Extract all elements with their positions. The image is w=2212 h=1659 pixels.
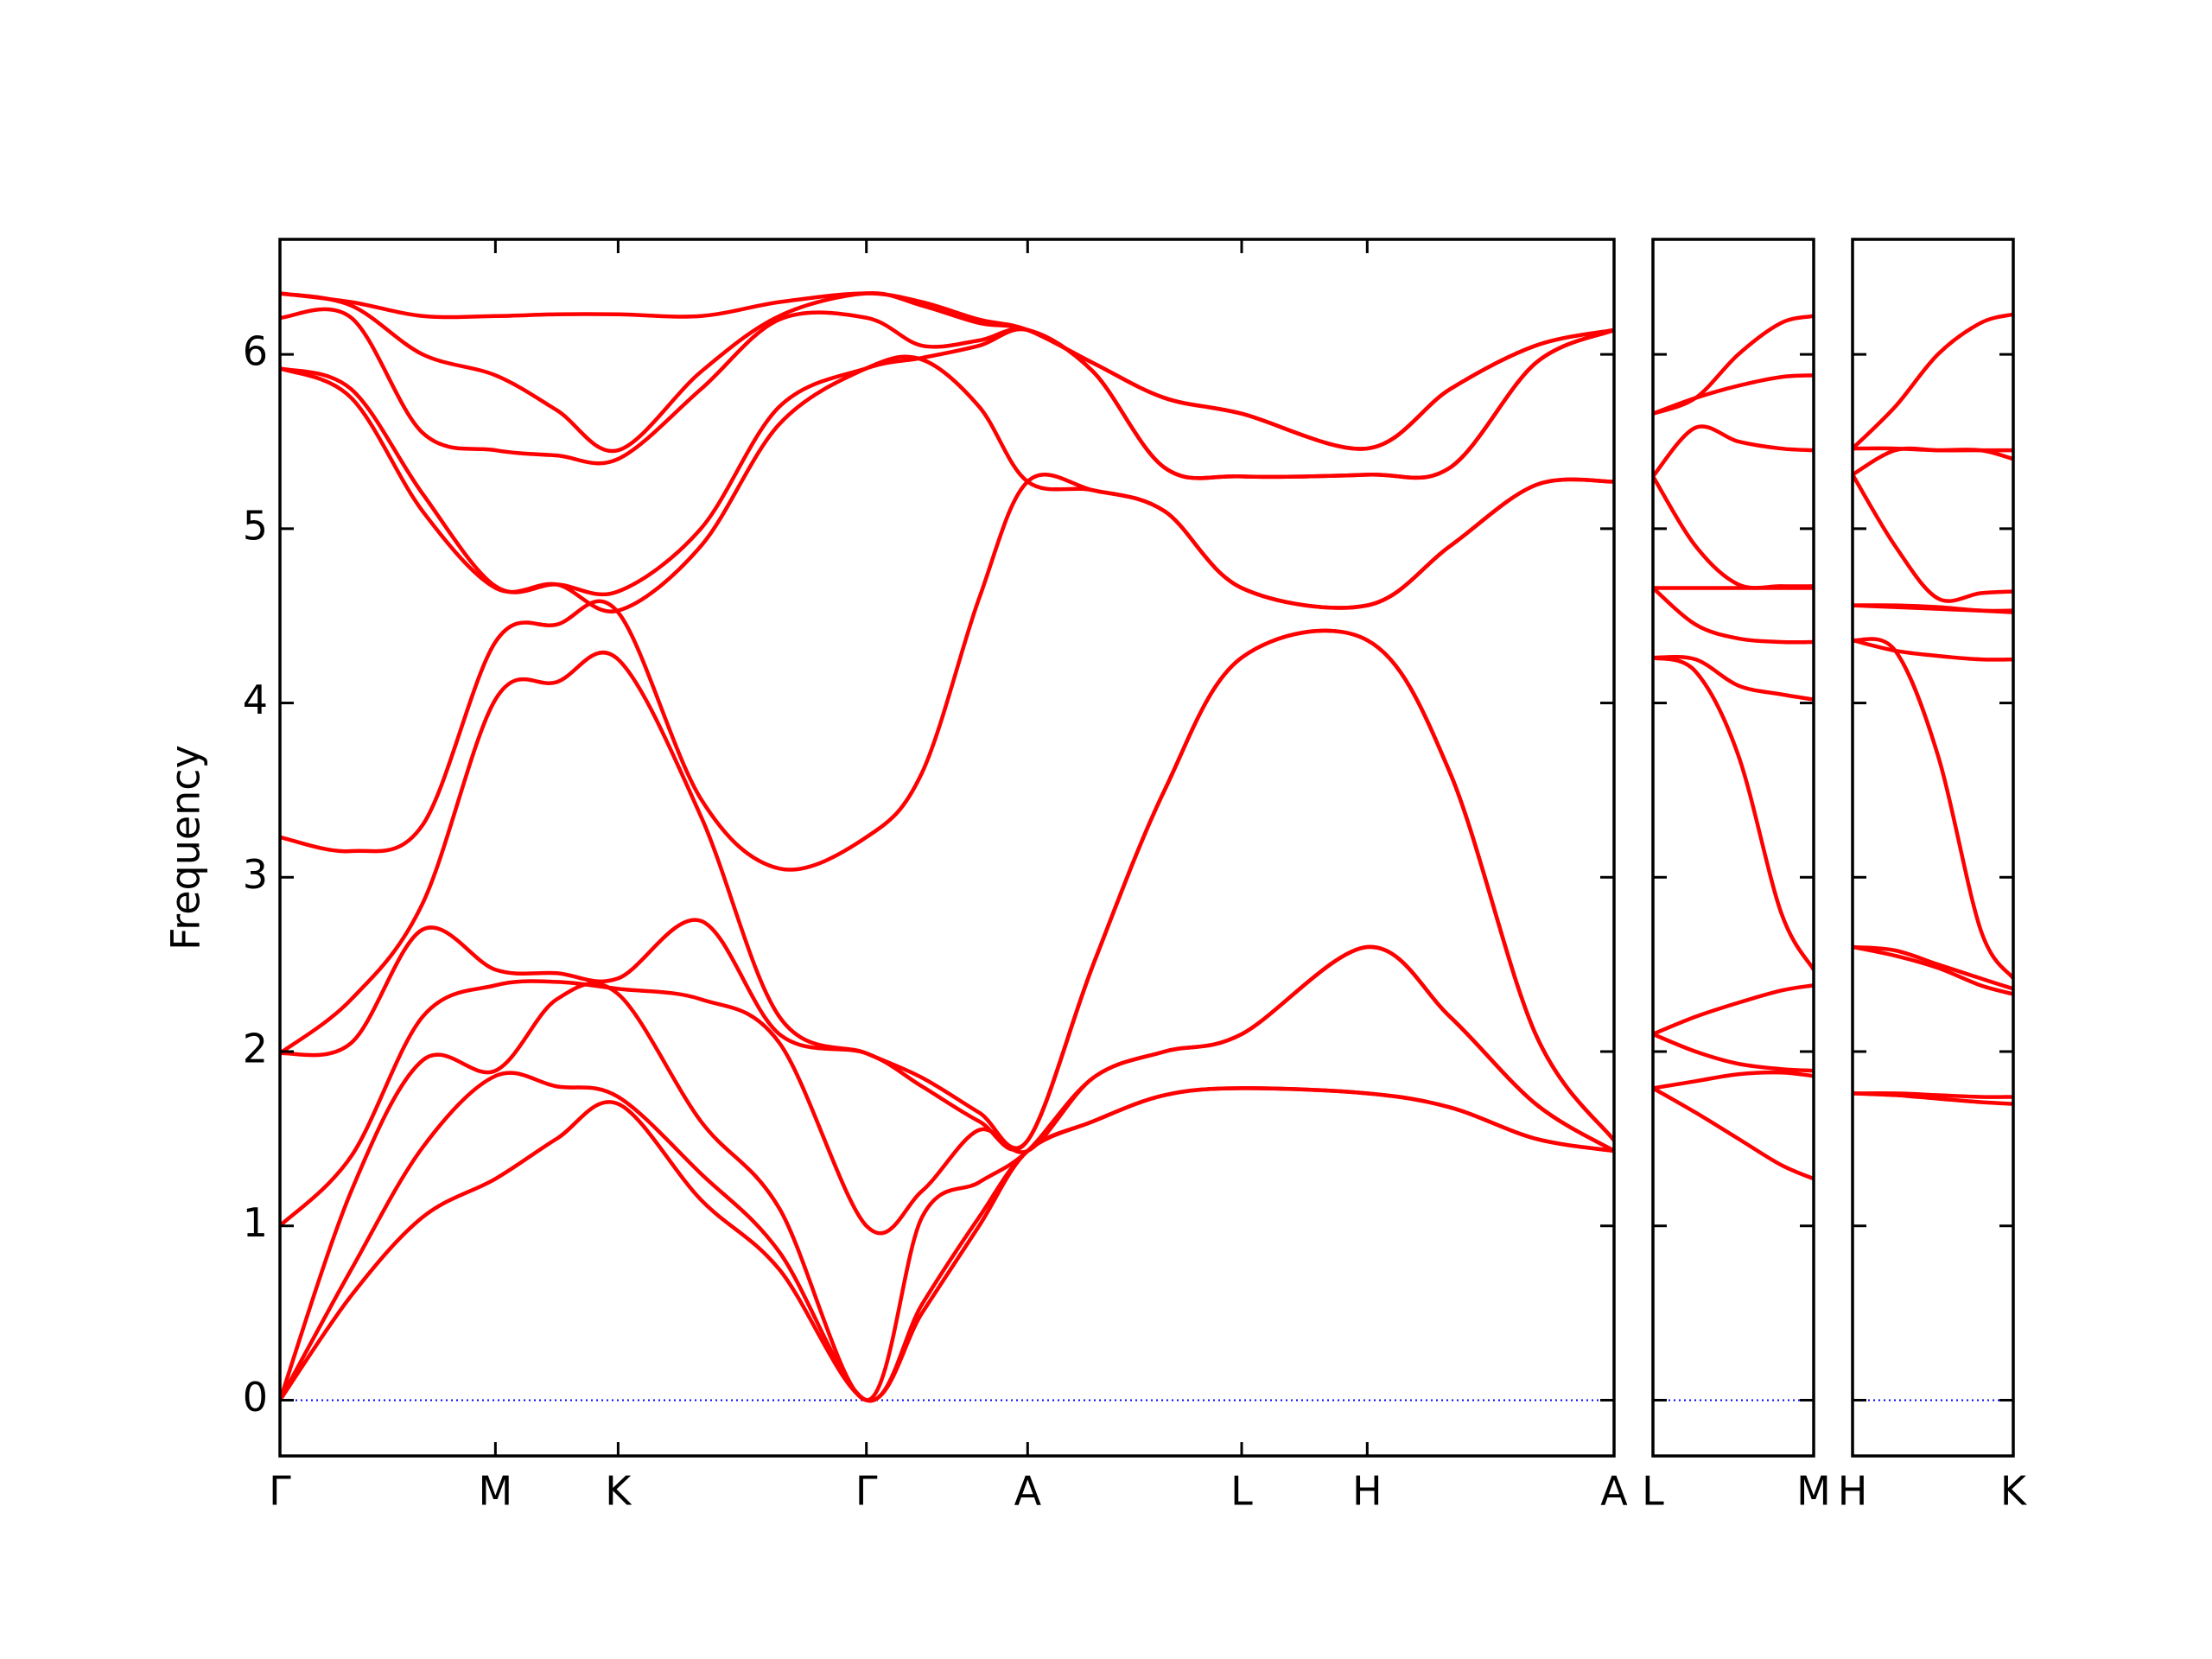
x-tick-label: K [2000,1468,2028,1515]
band-line [1853,638,2013,662]
band-line [280,473,1614,872]
band-line [1653,655,1814,971]
band-line [280,307,1614,480]
x-tick-label: H [1352,1468,1382,1515]
band-line [1853,312,2013,450]
band-line [1853,474,2013,603]
band-line [280,944,1614,1402]
y-tick-label: 1 [243,1199,268,1246]
band-line [1653,1070,1814,1090]
band-line [1653,1086,1814,1181]
band-line [1853,944,2013,996]
band-line [1853,603,2013,613]
y-tick-label: 3 [243,851,268,898]
x-tick-label: L [1642,1468,1664,1515]
band-line [1653,586,1814,645]
band-line [1653,475,1814,590]
band-line [280,944,1614,1236]
band-line [280,1086,1614,1403]
band-line [280,628,1614,1150]
y-tick-label: 6 [243,328,268,375]
band-line [1653,424,1814,478]
plot-frame [278,238,1616,1458]
bands [280,291,1614,1403]
band-line [1653,373,1814,416]
y-axis-label: Frequency [162,745,209,950]
band-line [1853,446,2013,477]
bands [1853,312,2013,1106]
band-line [1853,637,2013,980]
band-line [1653,654,1814,702]
x-tick-label: A [1014,1468,1042,1515]
band-line [1853,446,2013,453]
x-tick-label: L [1230,1468,1253,1515]
y-tick-label: 5 [243,502,268,549]
band-line [1853,1091,2013,1099]
band-line [1653,983,1814,1036]
plot-frame [1851,238,2015,1458]
x-tick-label: M [479,1468,513,1515]
x-tick-label: Γ [855,1468,878,1515]
x-tick-label: H [1838,1468,1868,1515]
x-tick-label: M [1796,1468,1831,1515]
bands [1653,314,1814,1181]
band-line [1853,944,2013,991]
y-tick-label: 0 [243,1374,268,1421]
band-line [280,1071,1614,1403]
y-tick-label: 4 [243,677,268,723]
x-tick-label: Γ [269,1468,291,1515]
y-tick-label: 2 [243,1026,268,1072]
plot-frame [1651,238,1815,1458]
x-tick-label: K [605,1468,632,1515]
band-line [1653,1032,1814,1073]
band-line [280,291,1614,451]
x-tick-label: A [1600,1468,1628,1515]
band-line [1653,314,1814,416]
